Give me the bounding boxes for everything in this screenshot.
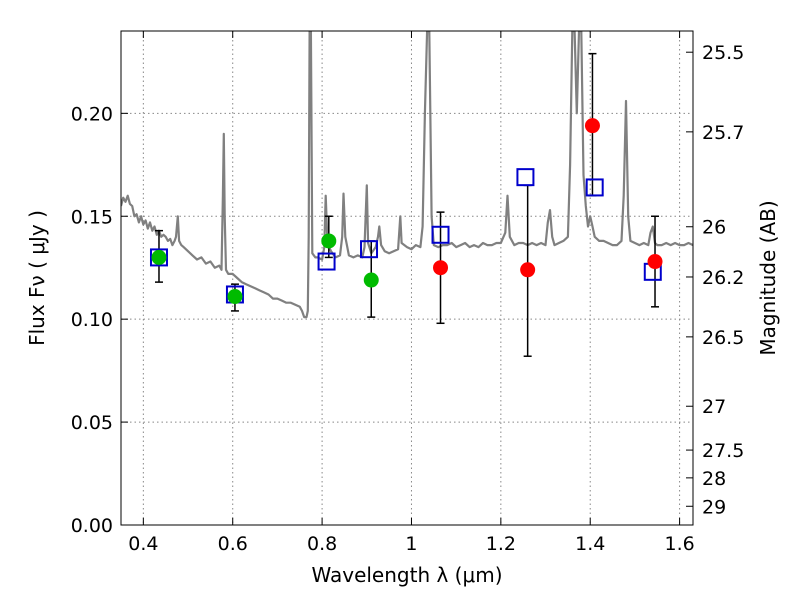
spectrum-layer <box>121 31 693 319</box>
model-photometry-square <box>585 178 604 197</box>
x-tick-label: 1.4 <box>575 533 605 555</box>
y-axis-title-right: Magnitude (AB) <box>756 200 780 355</box>
observed-flux-point <box>363 272 379 288</box>
magnitude-tick-label: 25.5 <box>702 42 744 64</box>
observed-flux-point <box>151 249 167 265</box>
observed-flux-point <box>520 262 536 278</box>
observed-flux-point <box>584 118 600 134</box>
model-photometry-square <box>516 168 535 187</box>
magnitude-tick-label: 25.7 <box>702 122 744 144</box>
x-tick-label: 1 <box>405 533 417 555</box>
observed-flux-point <box>433 260 449 276</box>
model-photometry-square <box>317 252 336 271</box>
x-tick-label: 1.6 <box>664 533 694 555</box>
observed-flux-point <box>321 233 337 249</box>
x-tick-label: 0.6 <box>218 533 248 555</box>
observed-flux-point <box>227 289 243 305</box>
model-photometry-square <box>149 248 168 267</box>
y-tick-label: 0.15 <box>71 206 113 228</box>
magnitude-tick-label: 26.5 <box>702 327 744 349</box>
y-tick-label: 0.20 <box>71 103 113 125</box>
y-axis-title: Flux Fν ( μJy ) <box>25 210 49 346</box>
model-photometry-square <box>431 225 450 244</box>
x-tick-label: 0.8 <box>307 533 337 555</box>
y-tick-label: 0.10 <box>71 309 113 331</box>
model-spectrum-line <box>121 31 693 319</box>
x-tick-label: 1.2 <box>486 533 516 555</box>
magnitude-tick-label: 27 <box>702 396 726 418</box>
model-photometry-square <box>360 240 379 259</box>
magnitude-tick-label: 27.5 <box>702 440 744 462</box>
plot-frame <box>120 30 694 526</box>
magnitude-tick-label: 28 <box>702 468 726 490</box>
x-axis-title: Wavelength λ (μm) <box>311 563 502 587</box>
y-tick-label: 0.00 <box>71 515 113 537</box>
tick-layer: 0.4 0.6 0.8 1 1.2 1.4 1.6 0.00 0.05 0.10 0.15 0.20 2… <box>71 31 744 555</box>
x-tick-label: 0.4 <box>128 533 158 555</box>
y-tick-label: 0.05 <box>71 412 113 434</box>
magnitude-tick-label: 26 <box>702 217 726 239</box>
grid-layer <box>121 31 693 526</box>
marker-layer <box>149 118 663 305</box>
observed-flux-point <box>647 254 663 270</box>
magnitude-tick-label: 26.2 <box>702 267 744 289</box>
magnitude-tick-label: 29 <box>702 496 726 518</box>
